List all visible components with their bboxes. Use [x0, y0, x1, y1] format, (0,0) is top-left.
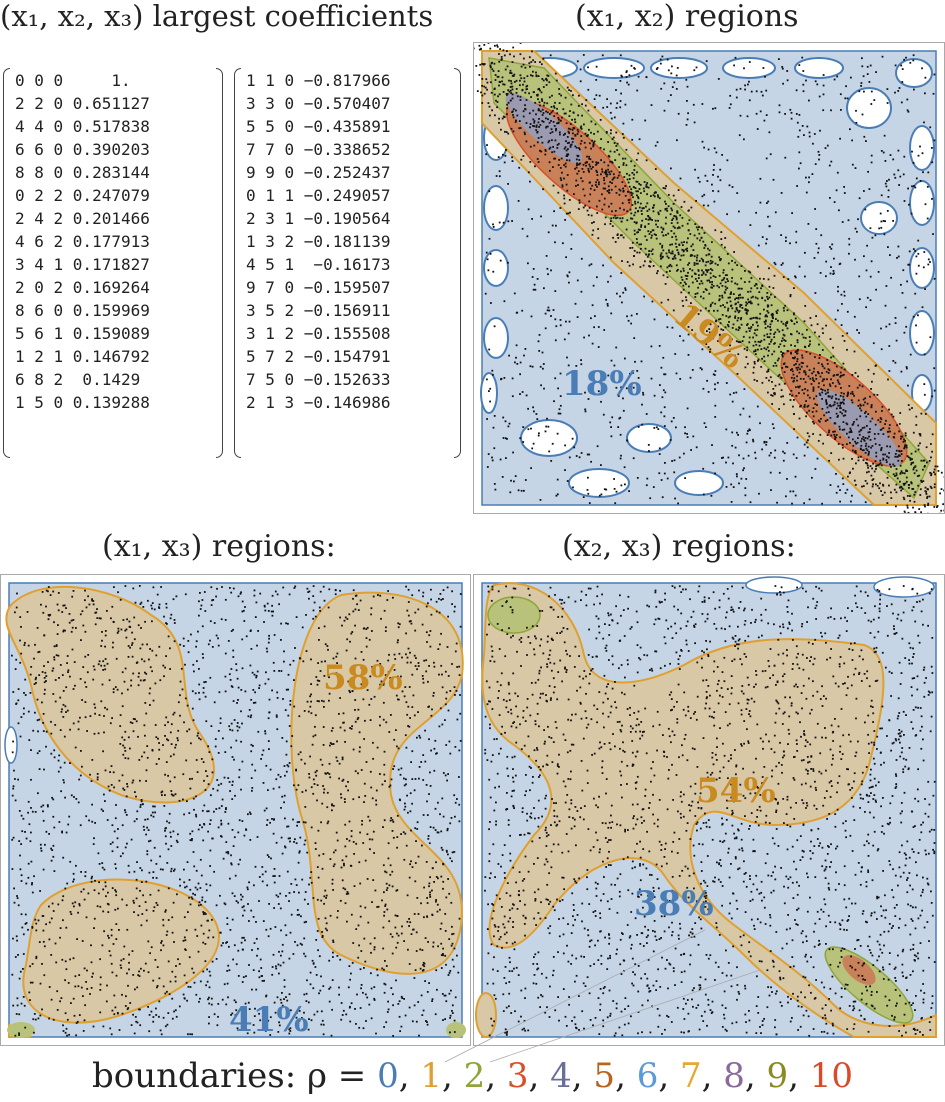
- legend-separator: ,: [658, 1056, 680, 1096]
- legend-separator: ,: [485, 1056, 507, 1096]
- coefficient-row: 0 2 2 0.247079: [15, 186, 150, 205]
- legend-separator: ,: [571, 1056, 594, 1096]
- legend-separator: ,: [744, 1056, 767, 1096]
- legend-item: 2: [463, 1056, 486, 1096]
- coefficient-row: 0 0 0 1.: [15, 71, 131, 90]
- coefficient-row: 6 8 2 0.1429: [15, 370, 141, 389]
- x2x3-high-percent: 54%: [696, 771, 776, 811]
- right-matrix-bracket-open: [234, 68, 241, 458]
- legend-separator: ,: [788, 1056, 810, 1096]
- legend-item: 0: [377, 1056, 399, 1096]
- coefficient-row: 2 0 2 0.169264: [15, 278, 150, 297]
- legend-item: 10: [809, 1056, 854, 1096]
- x1x2-title: (x₁, x₂) regions: [575, 0, 799, 34]
- left-coefficient-matrix: 0 0 0 1. 2 2 0 0.651127 4 4 0 0.517838 6 6 …: [15, 69, 150, 414]
- right-coefficient-matrix: 1 1 0 −0.817966 3 3 0 −0.570407 5 5 0 −0.4…: [246, 69, 391, 414]
- coefficient-row: 1 5 0 0.139288: [15, 393, 150, 412]
- coefficient-row: 2 4 2 0.201466: [15, 209, 150, 228]
- coefficients-title: (x₁, x₂, x₃) largest coefficients: [0, 0, 434, 33]
- coefficient-row: 1 1 0 −0.817966: [246, 71, 391, 90]
- legend-item: 6: [636, 1056, 659, 1096]
- coefficient-row: 8 8 0 0.283144: [15, 163, 150, 182]
- left-matrix-bracket-open: [3, 68, 10, 458]
- coefficient-row: 4 4 0 0.517838: [15, 117, 150, 136]
- legend-item: 1: [420, 1056, 442, 1096]
- legend-item: 3: [506, 1056, 529, 1096]
- coefficient-row: 1 3 2 −0.181139: [246, 232, 391, 251]
- x1x3-high-percent: 58%: [323, 658, 403, 698]
- coefficient-row: 2 2 0 0.651127: [15, 94, 150, 113]
- coefficient-row: 1 2 1 0.146792: [15, 347, 150, 366]
- x1x3-region-plot: 58% 41%: [0, 574, 471, 1046]
- legend-item: 9: [766, 1056, 789, 1096]
- coefficient-row: 9 9 0 −0.252437: [246, 163, 391, 182]
- coefficient-row: 3 4 1 0.171827: [15, 255, 150, 274]
- coefficient-row: 3 3 0 −0.570407: [246, 94, 391, 113]
- x1x2-low-percent: 18%: [562, 364, 642, 404]
- coefficient-row: 7 5 0 −0.152633: [246, 370, 391, 389]
- legend-separator: ,: [398, 1056, 421, 1096]
- coefficient-row: 5 7 2 −0.154791: [246, 347, 391, 366]
- legend-item: 5: [593, 1056, 616, 1096]
- legend-separator: ,: [442, 1056, 464, 1096]
- coefficient-row: 0 1 1 −0.249057: [246, 186, 391, 205]
- coefficient-row: 9 7 0 −0.159507: [246, 278, 391, 297]
- legend-prefix: boundaries: ρ =: [91, 1056, 378, 1096]
- coefficient-row: 3 5 2 −0.156911: [246, 301, 391, 320]
- x2x3-title: (x₂, x₃) regions:: [562, 529, 796, 564]
- legend-item: 4: [550, 1056, 572, 1096]
- boundaries-legend: boundaries: ρ = 0, 1, 2, 3, 4, 5, 6, 7, …: [0, 1056, 945, 1096]
- legend-separator: ,: [528, 1056, 551, 1096]
- coefficient-row: 4 5 1 −0.16173: [246, 255, 391, 274]
- x1x3-low-percent: 41%: [229, 1000, 309, 1040]
- legend-separator: ,: [615, 1056, 637, 1096]
- x1x3-title: (x₁, x₃) regions:: [102, 529, 336, 564]
- coefficient-row: 5 6 1 0.159089: [15, 324, 150, 343]
- coefficient-row: 7 7 0 −0.338652: [246, 140, 391, 159]
- x1x2-region-plot: 18% 19%: [473, 42, 945, 514]
- coefficient-row: 6 6 0 0.390203: [15, 140, 150, 159]
- legend-item: 7: [679, 1056, 702, 1096]
- coefficient-row: 8 6 0 0.159969: [15, 301, 150, 320]
- x2x3-region-plot: 54% 38%: [473, 574, 945, 1046]
- coefficient-row: 3 1 2 −0.155508: [246, 324, 391, 343]
- coefficient-row: 4 6 2 0.177913: [15, 232, 150, 251]
- legend-item: 8: [723, 1056, 745, 1096]
- x2x3-low-percent: 38%: [634, 884, 714, 924]
- coefficient-row: 2 1 3 −0.146986: [246, 393, 391, 412]
- coefficient-row: 2 3 1 −0.190564: [246, 209, 391, 228]
- coefficient-row: 5 5 0 −0.435891: [246, 117, 391, 136]
- legend-separator: ,: [701, 1056, 724, 1096]
